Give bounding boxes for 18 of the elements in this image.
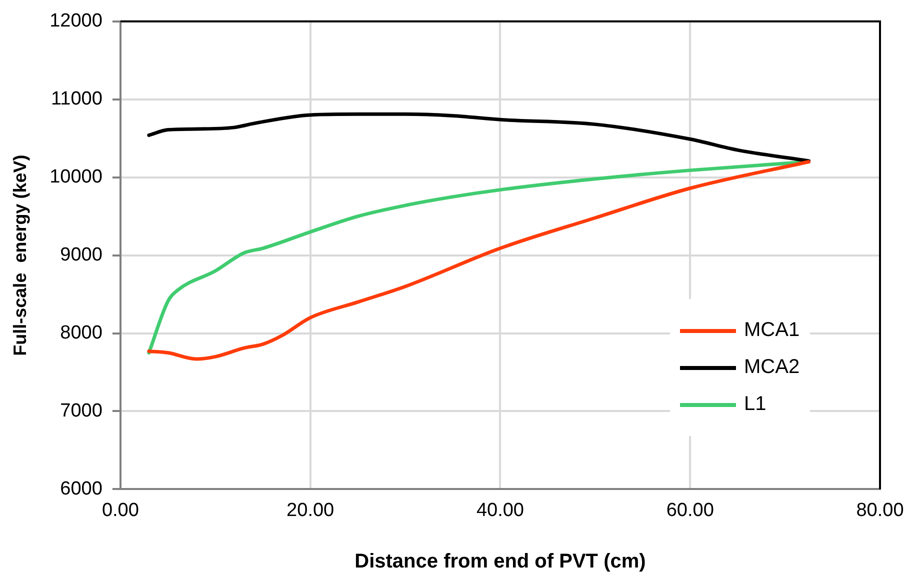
y-tick-label: 9000 bbox=[60, 244, 102, 266]
x-tick-label: 20.00 bbox=[286, 500, 334, 521]
x-axis-title: Distance from end of PVT (cm) bbox=[354, 550, 646, 573]
y-tick-label: 8000 bbox=[60, 322, 102, 344]
y-tick-label: 10000 bbox=[50, 166, 102, 188]
y-tick-label: 11000 bbox=[50, 88, 102, 110]
y-axis-title: Full-scale energy (keV) bbox=[10, 154, 30, 356]
y-tick-label: 6000 bbox=[60, 478, 102, 500]
x-tick-label: 40.00 bbox=[476, 500, 524, 521]
y-tick-label: 12000 bbox=[50, 10, 102, 32]
x-tick-label: 80.00 bbox=[856, 500, 904, 521]
x-tick-label: 0.00 bbox=[102, 500, 139, 521]
y-tick-label: 7000 bbox=[60, 400, 102, 422]
legend-label: MCA1 bbox=[744, 319, 800, 342]
legend-label: MCA2 bbox=[744, 356, 800, 380]
line-series bbox=[147, 112, 811, 163]
x-tick-label: 60.00 bbox=[666, 500, 714, 521]
legend-label: L1 bbox=[744, 393, 766, 416]
